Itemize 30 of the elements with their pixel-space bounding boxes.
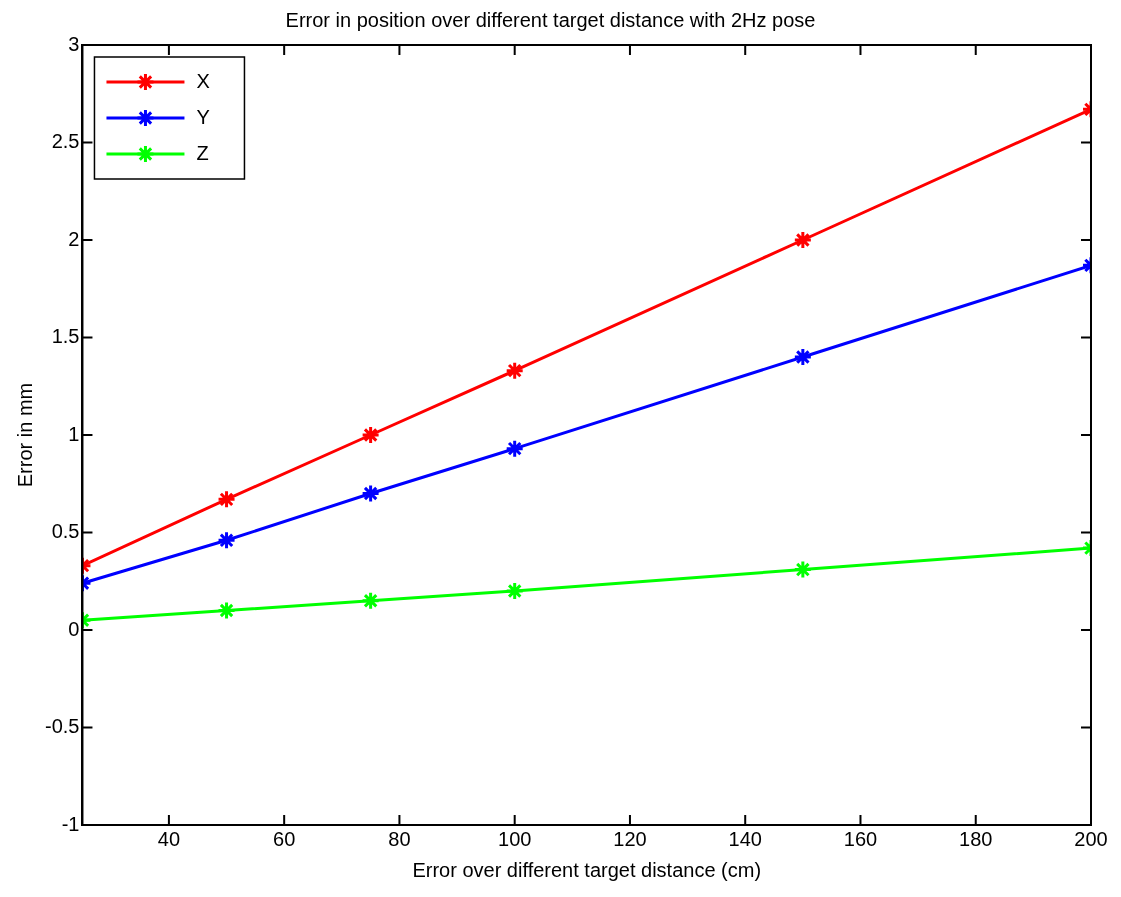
y-tick-label: 0.5 <box>51 520 80 543</box>
point <box>505 361 525 381</box>
y-tick-label: 1.5 <box>51 325 80 348</box>
x-tick-label: 180 <box>959 827 993 850</box>
y-axis-title: Error in mm <box>13 382 36 488</box>
point <box>361 425 381 445</box>
y-tick-label: 2.5 <box>51 130 80 153</box>
point <box>505 439 525 459</box>
point <box>361 484 381 503</box>
y-tick-label: 0 <box>68 617 80 640</box>
y-tick-label: -1 <box>61 812 80 835</box>
legend-label: Z <box>196 141 209 164</box>
y-tick-label: 1 <box>68 422 80 445</box>
x-tick-label: 120 <box>613 827 647 850</box>
chart-title: Error in position over different target distance with 2Hz pose <box>285 8 816 31</box>
x-tick-label: 100 <box>498 827 532 850</box>
x-axis-title: Error over different target distance (cm) <box>412 858 762 881</box>
legend-label: Y <box>196 105 210 128</box>
y-tick-label: -0.5 <box>44 715 80 738</box>
point <box>361 591 381 611</box>
x-tick-label: 140 <box>728 827 762 850</box>
point <box>505 581 525 601</box>
x-tick-label: 40 <box>157 827 181 850</box>
x-tick-label: 80 <box>388 827 411 850</box>
y-tick-label: 3 <box>68 32 80 55</box>
y-tick-label: 2 <box>68 227 80 250</box>
legend-label: X <box>196 69 210 92</box>
x-tick-label: 160 <box>843 827 878 850</box>
x-tick-label: 60 <box>273 827 296 850</box>
x-tick-label: 200 <box>1074 827 1108 850</box>
